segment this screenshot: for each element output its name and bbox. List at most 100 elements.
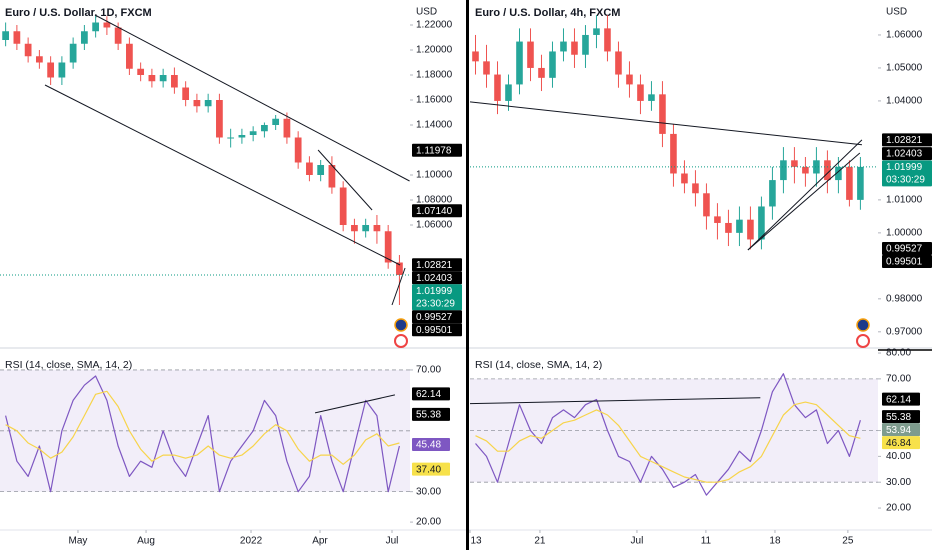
price-label: 53.94 (886, 425, 911, 436)
price-label: 1.01999 (886, 162, 923, 173)
y-tick-label: 20.00 (886, 503, 911, 514)
candle-body (272, 118, 280, 125)
us-flag-icon[interactable] (394, 334, 408, 348)
trendline (747, 152, 861, 251)
y-tick-label: 1.10000 (416, 170, 453, 181)
y-tick-label: 1.00000 (886, 227, 923, 238)
price-label: 1.02403 (886, 149, 923, 160)
candle (516, 28, 523, 95)
candle-body (637, 84, 644, 101)
price-label: 37.40 (416, 464, 441, 475)
candle (538, 54, 545, 92)
candle (294, 131, 302, 169)
price-label-box (882, 254, 932, 268)
candle (813, 147, 820, 187)
y-tick-label: 1.14000 (416, 120, 453, 131)
price-pane: Euro / U.S. Dollar, 4h, FXCM USD 1.06000 1.… (469, 7, 932, 337)
trendline (469, 397, 761, 405)
candle-body (283, 118, 291, 138)
candle-body (227, 137, 235, 139)
candle-body (593, 28, 600, 35)
candle-body (494, 74, 501, 101)
candle-body (857, 166, 864, 200)
price-label: 0.99527 (416, 312, 453, 323)
y-tick-label: 1.01000 (886, 195, 923, 206)
x-tick-label: Jul (631, 536, 644, 547)
y-tick-label: 30.00 (416, 486, 441, 497)
candle-body (681, 173, 688, 184)
candle-body (780, 160, 787, 181)
price-label-box (412, 407, 450, 421)
price-label-box (412, 204, 462, 218)
x-tick-label: 25 (842, 536, 854, 547)
eu-flag-icon[interactable] (856, 318, 870, 332)
event-icons[interactable] (394, 318, 870, 348)
candle (238, 128, 246, 144)
candle-body (472, 51, 479, 62)
candle-body (351, 225, 358, 232)
candle (747, 206, 754, 250)
candle-body (813, 160, 820, 174)
y-tick-label: 40.00 (886, 451, 911, 462)
candle (593, 15, 600, 49)
x-tick-label: Aug (137, 536, 155, 547)
candle-body (802, 166, 809, 174)
eu-flag-icon[interactable] (394, 318, 408, 332)
us-flag-icon[interactable] (856, 334, 870, 348)
x-tick-label: 11 (701, 536, 712, 547)
x-tick-label: Jul (386, 536, 399, 547)
candle (171, 67, 178, 94)
candle (571, 28, 578, 68)
candle (681, 160, 688, 194)
candle-body (703, 193, 710, 217)
candle-body (846, 166, 853, 200)
candle (604, 15, 611, 62)
price-label-box (412, 271, 462, 285)
y-tick-label: 1.18000 (416, 70, 453, 81)
rsi-pane: RSI (14, close, SMA, 14, 2) 70.00 30.00 20.… (0, 359, 450, 547)
candle (472, 34, 479, 75)
candle-body (47, 62, 55, 78)
candle-body (24, 43, 32, 57)
candle (714, 203, 721, 240)
candle-body (261, 125, 268, 132)
candle (126, 37, 133, 75)
candle-body (736, 219, 743, 233)
price-label: 46.84 (886, 438, 911, 449)
candle-body (159, 75, 167, 82)
candle (736, 206, 743, 247)
x-tick-label: 2022 (240, 536, 263, 547)
candle-body (103, 22, 111, 28)
candle (58, 56, 66, 85)
candle-body (249, 131, 257, 135)
price-label-box (412, 462, 450, 476)
price-label-box (882, 147, 932, 161)
candle (193, 93, 201, 113)
candle-body (204, 100, 212, 107)
price-label-box (412, 438, 450, 452)
candle (148, 68, 156, 88)
y-tick-label: 1.06000 (416, 220, 453, 231)
x-tick-label: 21 (534, 536, 546, 547)
candle (637, 74, 644, 115)
price-label-box (882, 133, 932, 147)
y-tick-label: 30.00 (886, 477, 911, 488)
currency-label: USD (416, 7, 437, 18)
candle (339, 181, 347, 232)
y-tick-label: 1.06000 (886, 30, 923, 41)
candle-body (659, 94, 666, 134)
y-tick-label: 0.98000 (886, 293, 923, 304)
candle (373, 215, 381, 244)
price-label: 55.38 (416, 410, 441, 421)
price-label: 1.07140 (416, 206, 453, 217)
candle (272, 115, 280, 130)
candle (560, 28, 567, 62)
price-label-box (412, 323, 462, 337)
candle (159, 68, 167, 88)
candle-body (505, 84, 512, 101)
price-label: 0.99501 (886, 257, 923, 268)
candle (648, 81, 655, 111)
countdown: 23:30:29 (416, 298, 455, 309)
candle-body (137, 68, 145, 75)
candle-body (328, 165, 336, 188)
